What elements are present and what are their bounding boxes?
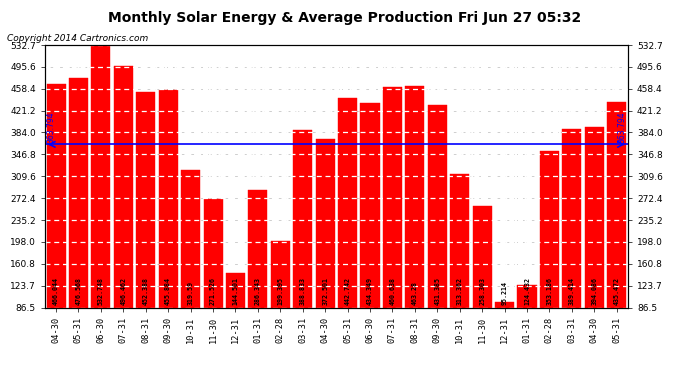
Bar xyxy=(91,45,110,358)
Text: 144.501: 144.501 xyxy=(233,278,239,306)
Text: 388.833: 388.833 xyxy=(299,278,306,306)
Bar xyxy=(584,126,604,358)
Text: 286.343: 286.343 xyxy=(255,278,261,306)
Bar xyxy=(270,241,290,358)
Bar xyxy=(181,170,200,358)
Bar xyxy=(338,98,357,358)
Bar xyxy=(473,206,492,358)
Bar xyxy=(136,92,155,358)
Text: 363.794: 363.794 xyxy=(46,111,55,142)
Text: 452.388: 452.388 xyxy=(143,278,149,306)
Text: 389.414: 389.414 xyxy=(569,278,575,306)
Bar xyxy=(293,130,313,358)
Text: Monthly Solar Energy & Average Production Fri Jun 27 05:32: Monthly Solar Energy & Average Productio… xyxy=(108,11,582,25)
Text: 363.794: 363.794 xyxy=(618,111,627,142)
Text: 271.526: 271.526 xyxy=(210,278,216,306)
Bar xyxy=(204,199,223,358)
Bar xyxy=(159,90,178,358)
Text: 319.59: 319.59 xyxy=(188,282,194,306)
Text: 532.748: 532.748 xyxy=(98,278,104,306)
Text: 496.462: 496.462 xyxy=(120,278,126,306)
Text: 372.501: 372.501 xyxy=(322,278,328,306)
Text: 476.568: 476.568 xyxy=(75,278,81,306)
Text: 313.362: 313.362 xyxy=(457,278,463,306)
Bar xyxy=(405,86,424,358)
Text: 258.303: 258.303 xyxy=(479,278,485,306)
Text: 466.044: 466.044 xyxy=(53,278,59,306)
Bar xyxy=(360,103,380,358)
Text: 463.28: 463.28 xyxy=(412,282,418,306)
Bar xyxy=(114,66,133,358)
Text: 455.884: 455.884 xyxy=(165,278,171,306)
Bar xyxy=(562,129,582,358)
Bar xyxy=(428,105,447,358)
Bar xyxy=(450,174,469,358)
Text: 442.742: 442.742 xyxy=(344,278,351,306)
Text: 199.395: 199.395 xyxy=(277,278,284,306)
Bar xyxy=(46,84,66,358)
Bar xyxy=(248,190,268,358)
Bar xyxy=(383,87,402,358)
Text: 95.214: 95.214 xyxy=(502,282,508,306)
Text: 460.638: 460.638 xyxy=(389,278,395,306)
Bar xyxy=(315,139,335,358)
Bar xyxy=(518,285,537,358)
Text: 431.385: 431.385 xyxy=(434,278,440,306)
Bar xyxy=(495,302,514,358)
Text: 435.472: 435.472 xyxy=(613,278,620,306)
Bar xyxy=(226,273,245,358)
Text: 434.349: 434.349 xyxy=(367,278,373,306)
Bar xyxy=(540,151,559,358)
Text: 353.186: 353.186 xyxy=(546,278,553,306)
Text: 124.432: 124.432 xyxy=(524,278,530,306)
Bar xyxy=(69,78,88,358)
Text: 394.086: 394.086 xyxy=(591,278,598,306)
Text: Copyright 2014 Cartronics.com: Copyright 2014 Cartronics.com xyxy=(7,34,148,43)
Bar xyxy=(607,102,627,358)
